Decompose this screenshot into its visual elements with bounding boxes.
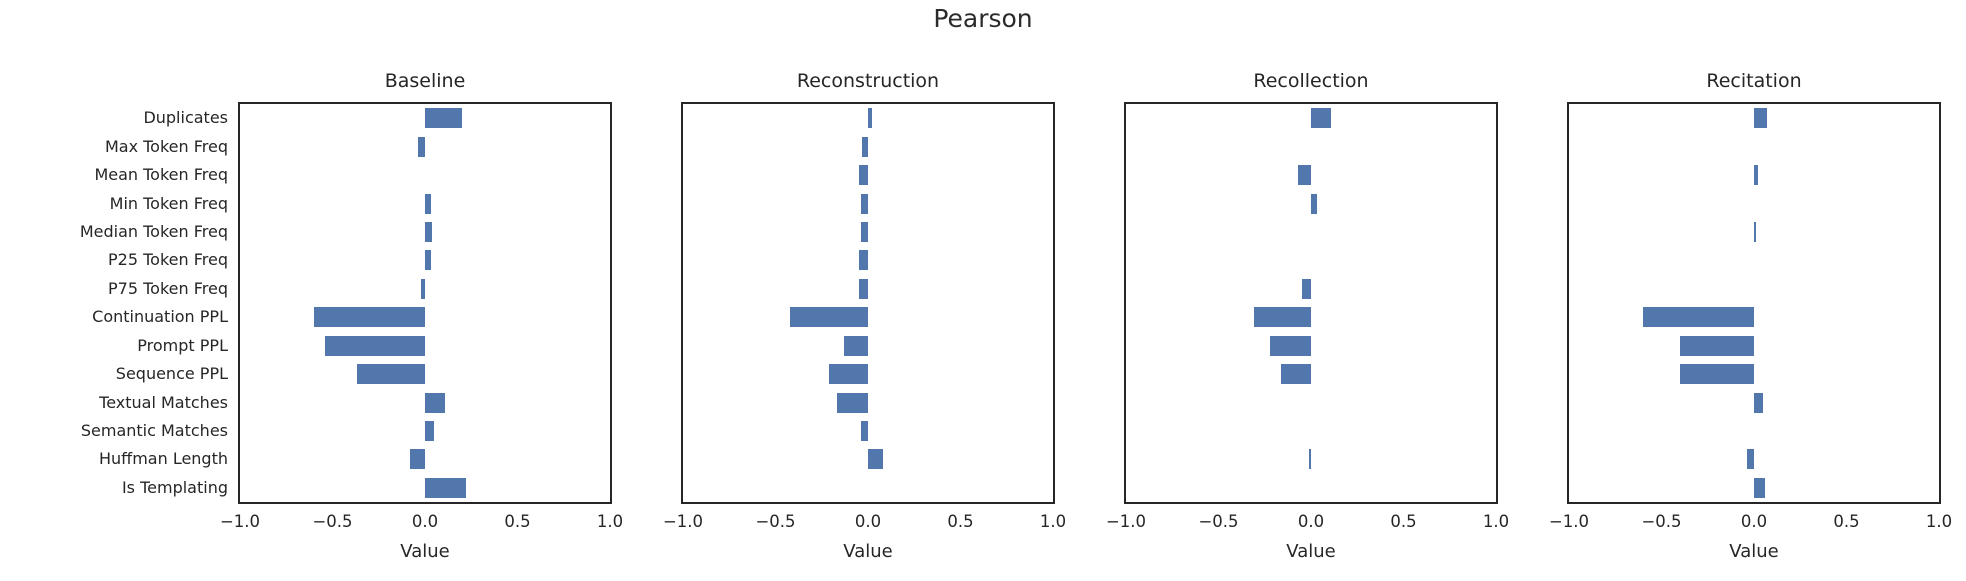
bar-baseline-is-templating: [425, 477, 466, 498]
x-tick-label-baseline-4: 1.0: [596, 512, 624, 531]
x-tick-label-baseline-3: 0.5: [504, 512, 531, 531]
y-tick-label-median-token-freq: Median Token Freq: [79, 221, 228, 241]
bar-baseline-max-token-freq: [417, 136, 425, 157]
bar-recitation-is-templating: [1754, 477, 1766, 498]
y-tick-label-semantic-matches: Semantic Matches: [80, 420, 228, 440]
x-axis-label-reconstruction: Value: [843, 541, 893, 562]
bar-recitation-continuation-ppl: [1643, 307, 1754, 328]
bar-reconstruction-sequence-ppl: [829, 364, 868, 385]
y-tick-label-mean-token-freq: Mean Token Freq: [94, 165, 228, 185]
x-tick-label-recollection-3: 0.5: [1390, 512, 1417, 531]
bar-baseline-p75-token-freq: [421, 278, 425, 299]
y-tick-label-duplicates: Duplicates: [143, 108, 228, 128]
bar-recitation-prompt-ppl: [1680, 335, 1754, 356]
x-tick-label-recollection-2: 0.0: [1297, 512, 1325, 531]
y-tick-label-max-token-freq: Max Token Freq: [104, 136, 228, 156]
bar-reconstruction-p75-token-freq: [858, 278, 868, 299]
y-tick-label-huffman-length: Huffman Length: [99, 449, 228, 469]
bar-recitation-median-token-freq: [1754, 221, 1756, 242]
bar-reconstruction-mean-token-freq: [858, 165, 868, 186]
bar-reconstruction-median-token-freq: [860, 221, 868, 242]
x-tick-label-recitation-2: 0.0: [1740, 512, 1768, 531]
bar-reconstruction-semantic-matches: [860, 420, 868, 441]
x-tick-label-reconstruction-3: 0.5: [947, 512, 974, 531]
bar-reconstruction-duplicates: [868, 108, 872, 129]
subplot-title-reconstruction: Reconstruction: [796, 70, 940, 92]
subplot-title-recitation: Recitation: [1706, 70, 1802, 92]
x-tick-label-reconstruction-4: 1.0: [1039, 512, 1067, 531]
x-tick-label-baseline-1: −0.5: [312, 512, 353, 531]
bar-reconstruction-prompt-ppl: [843, 335, 868, 356]
x-axis-label-recollection: Value: [1286, 541, 1336, 562]
bar-baseline-p25-token-freq: [425, 250, 431, 271]
x-axis-label-recitation: Value: [1729, 541, 1779, 562]
y-tick-label-p75-token-freq: P75 Token Freq: [108, 278, 228, 298]
bar-recollection-p75-token-freq: [1301, 278, 1311, 299]
x-tick-label-baseline-2: 0.0: [411, 512, 439, 531]
bar-baseline-duplicates: [425, 108, 462, 129]
bar-recitation-mean-token-freq: [1754, 165, 1758, 186]
bar-baseline-prompt-ppl: [325, 335, 425, 356]
panel-baseline: [238, 102, 612, 504]
panel-reconstruction: [681, 102, 1055, 504]
bar-reconstruction-min-token-freq: [860, 193, 868, 214]
bar-recollection-duplicates: [1311, 108, 1332, 129]
bar-recitation-duplicates: [1754, 108, 1767, 129]
bar-baseline-textual-matches: [425, 392, 446, 413]
bar-baseline-median-token-freq: [425, 221, 433, 242]
x-tick-label-recitation-1: −0.5: [1641, 512, 1682, 531]
bar-recollection-sequence-ppl: [1281, 364, 1311, 385]
bar-recollection-prompt-ppl: [1270, 335, 1311, 356]
bar-recollection-huffman-length: [1309, 449, 1312, 470]
bar-baseline-min-token-freq: [425, 193, 431, 214]
x-tick-label-recitation-3: 0.5: [1833, 512, 1860, 531]
bar-recitation-huffman-length: [1746, 449, 1754, 470]
x-axis-label-baseline: Value: [400, 541, 450, 562]
x-tick-label-reconstruction-0: −1.0: [662, 512, 704, 531]
x-tick-label-recollection-4: 1.0: [1482, 512, 1510, 531]
x-tick-label-baseline-0: −1.0: [219, 512, 261, 531]
bar-recollection-min-token-freq: [1311, 193, 1317, 214]
bar-reconstruction-textual-matches: [836, 392, 868, 413]
bar-baseline-continuation-ppl: [314, 307, 425, 328]
x-tick-label-recollection-1: −0.5: [1198, 512, 1239, 531]
bar-recollection-mean-token-freq: [1298, 165, 1311, 186]
bar-reconstruction-max-token-freq: [862, 136, 868, 157]
subplot-title-baseline: Baseline: [384, 70, 466, 92]
y-tick-label-is-templating: Is Templating: [121, 477, 228, 497]
x-tick-label-reconstruction-2: 0.0: [854, 512, 882, 531]
bar-baseline-sequence-ppl: [356, 364, 425, 385]
bar-reconstruction-huffman-length: [868, 449, 883, 470]
bar-baseline-semantic-matches: [425, 420, 435, 441]
x-tick-label-recollection-0: −1.0: [1105, 512, 1147, 531]
bar-reconstruction-continuation-ppl: [790, 307, 868, 328]
bar-recitation-textual-matches: [1754, 392, 1764, 413]
bar-recitation-sequence-ppl: [1680, 364, 1754, 385]
y-tick-label-sequence-ppl: Sequence PPL: [115, 364, 228, 384]
x-tick-label-recitation-0: −1.0: [1548, 512, 1590, 531]
bar-baseline-huffman-length: [410, 449, 425, 470]
x-tick-label-reconstruction-1: −0.5: [755, 512, 796, 531]
x-tick-label-recitation-4: 1.0: [1925, 512, 1953, 531]
y-tick-label-continuation-ppl: Continuation PPL: [92, 307, 228, 327]
y-tick-label-textual-matches: Textual Matches: [99, 392, 228, 412]
y-tick-label-prompt-ppl: Prompt PPL: [137, 335, 228, 355]
bar-reconstruction-p25-token-freq: [858, 250, 868, 271]
y-tick-label-p25-token-freq: P25 Token Freq: [108, 250, 228, 270]
panel-recollection: [1124, 102, 1498, 504]
subplot-title-recollection: Recollection: [1253, 70, 1369, 92]
bar-recollection-continuation-ppl: [1253, 307, 1311, 328]
panel-recitation: [1567, 102, 1941, 504]
y-tick-label-min-token-freq: Min Token Freq: [109, 193, 228, 213]
figure-title: Pearson: [933, 4, 1033, 33]
